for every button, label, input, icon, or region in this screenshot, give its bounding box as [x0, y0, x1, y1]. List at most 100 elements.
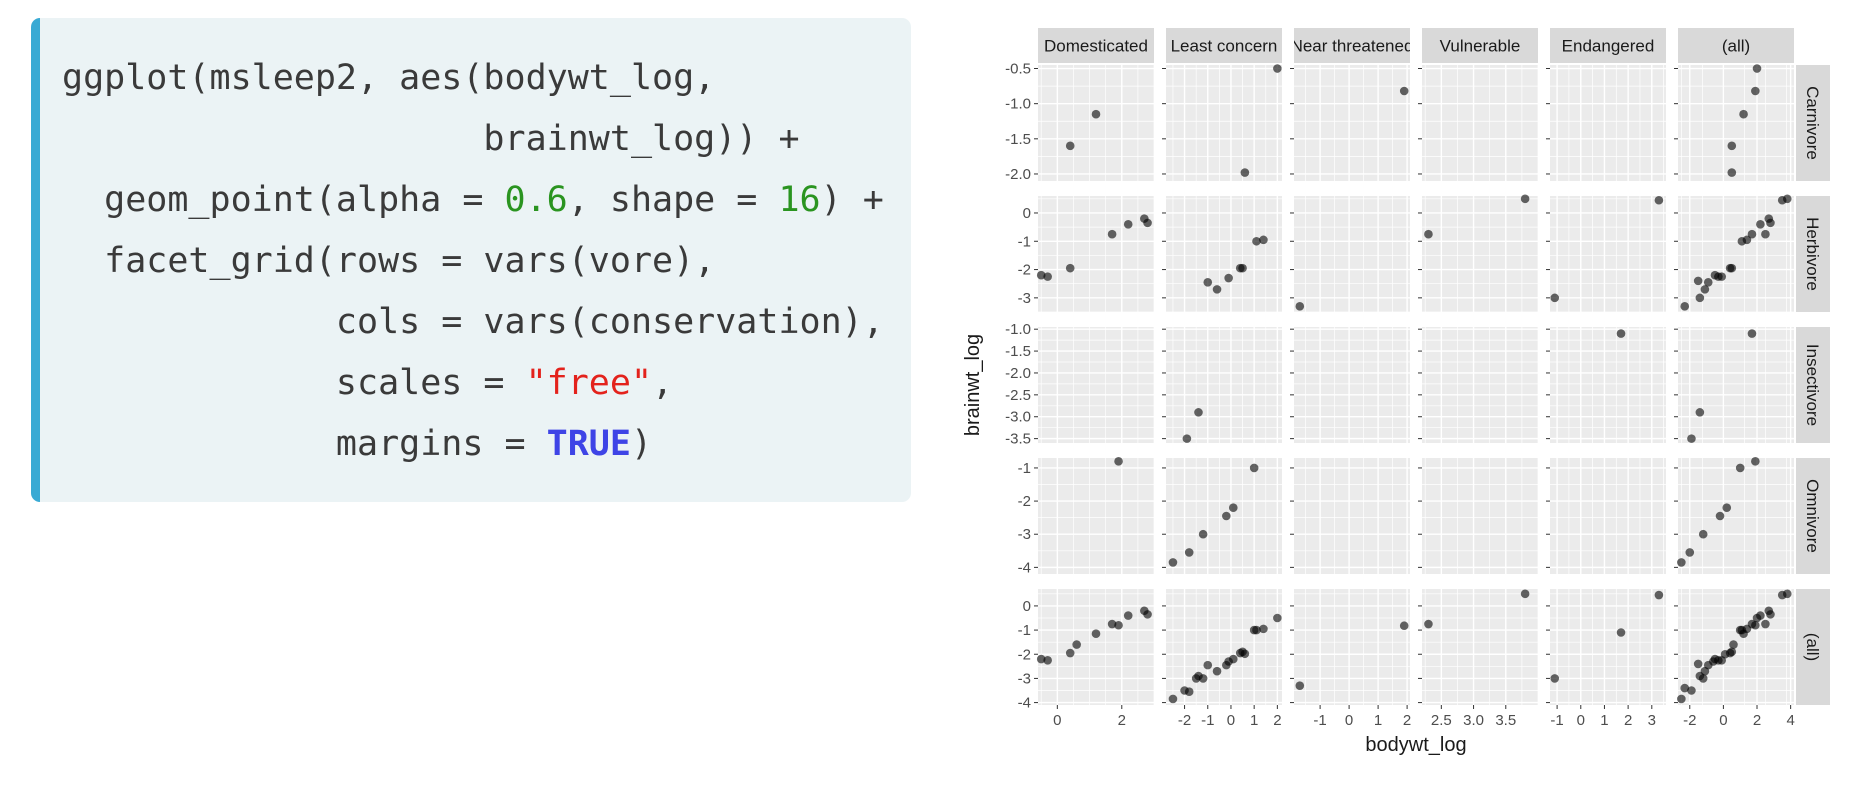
- strip-bg: [1678, 28, 1794, 63]
- data-point: [1729, 640, 1738, 649]
- panel-background: [1422, 65, 1538, 181]
- column-strip: (all): [1678, 28, 1794, 63]
- data-point: [1043, 655, 1052, 665]
- facet-panel: [1546, 458, 1666, 574]
- facet-panel: [1674, 327, 1794, 443]
- column-strip: Endangered: [1550, 28, 1666, 63]
- data-point: [1107, 619, 1117, 629]
- data-point: [1766, 610, 1775, 619]
- row-strip: (all): [1796, 589, 1830, 705]
- row-strip-label: (all): [1803, 633, 1822, 661]
- panel-background: [1422, 327, 1538, 443]
- data-point: [1727, 141, 1737, 151]
- data-point: [1198, 674, 1208, 683]
- code-block: ggplot(msleep2, aes(bodywt_log, brainwt_…: [31, 18, 911, 502]
- facet-panel: 0 -1 -2 -3: [1018, 196, 1155, 313]
- data-point: [1782, 194, 1792, 204]
- data-point: [1198, 529, 1208, 539]
- panel-background: [1294, 589, 1410, 705]
- code-token: ,: [652, 363, 674, 403]
- data-point: [1036, 270, 1046, 280]
- panel-background: [1166, 196, 1282, 312]
- data-point: [1091, 629, 1101, 639]
- data-point: [1727, 647, 1737, 657]
- data-point: [1698, 529, 1708, 539]
- data-point: [1616, 628, 1626, 637]
- data-point: [1782, 589, 1792, 599]
- data-point: [1742, 235, 1752, 245]
- code-token: ggplot(msleep2, aes(bodywt_log,: [62, 58, 716, 98]
- data-point: [1756, 611, 1765, 620]
- data-point: [1616, 329, 1626, 338]
- data-point: [1747, 329, 1757, 338]
- facet-panel: [1418, 327, 1539, 443]
- x-tick-label: 2: [1753, 712, 1761, 729]
- data-point: [1703, 277, 1713, 287]
- data-point: [1228, 503, 1238, 513]
- y-tick-label: -3: [1018, 526, 1031, 543]
- data-point: [1259, 624, 1268, 634]
- column-strip-label: Domesticated: [1044, 37, 1148, 56]
- code-line: scales = "free",: [62, 353, 911, 414]
- data-point: [1252, 625, 1261, 635]
- code-token: 0.6: [504, 180, 568, 220]
- code-token: geom_point(alpha =: [62, 180, 505, 220]
- facet-panel: [1546, 195, 1666, 313]
- panel-background: [1550, 589, 1666, 705]
- strip-bg: [1796, 458, 1830, 574]
- facet-panel: [1290, 327, 1410, 443]
- x-axis-title: bodywt_log: [1365, 734, 1466, 756]
- data-point: [1654, 195, 1664, 205]
- facet-panel: -2 0 2 4: [1674, 589, 1795, 729]
- y-tick-label: 0: [1023, 598, 1031, 615]
- code-line: facet_grid(rows = vars(vore),: [62, 231, 911, 292]
- facet-panel: 0 -1 -2 -3 -4 0 2: [1018, 589, 1155, 729]
- y-tick-label: -1: [1018, 460, 1031, 477]
- y-tick-label: -3: [1018, 290, 1031, 307]
- y-tick-label: -2: [1018, 493, 1031, 510]
- y-tick-label: -3.0: [1005, 409, 1031, 426]
- x-tick-label: 2: [1624, 712, 1632, 729]
- data-point: [1761, 619, 1770, 629]
- x-tick-label: 0: [1227, 712, 1235, 729]
- code-token: scales =: [62, 363, 526, 403]
- data-point: [1677, 694, 1686, 704]
- facet-panel: [1290, 65, 1410, 181]
- strip-bg: [1796, 327, 1830, 443]
- x-tick-label: 1: [1250, 712, 1258, 729]
- y-tick-label: -1.0: [1005, 96, 1031, 113]
- data-point: [1399, 621, 1409, 631]
- row-strip: Carnivore: [1796, 65, 1830, 181]
- row-strip: Omnivore: [1796, 458, 1830, 574]
- code-token: cols = vars(conservation),: [62, 302, 884, 342]
- facet-panel: [1546, 65, 1666, 181]
- data-point: [1228, 654, 1238, 664]
- data-point: [1249, 463, 1259, 473]
- facet-panel: [1162, 64, 1282, 181]
- data-point: [1184, 687, 1194, 697]
- strip-bg: [1796, 65, 1830, 181]
- strip-bg: [1796, 196, 1830, 312]
- panel-background: [1422, 458, 1538, 574]
- data-point: [1143, 610, 1152, 619]
- data-point: [1722, 503, 1732, 513]
- facet-panel: [1674, 64, 1794, 181]
- facet-panel: [1162, 458, 1282, 574]
- facet-panel: -1.0 -1.5 -2.0 -2.5 -3.0 -3.5: [1005, 321, 1155, 448]
- y-tick-label: -1: [1018, 233, 1031, 250]
- y-tick-label: -1.5: [1005, 343, 1031, 360]
- panel-background: [1678, 65, 1794, 181]
- strip-bg: [1166, 28, 1282, 63]
- strip-bg: [1550, 28, 1666, 63]
- data-point: [1424, 619, 1433, 629]
- data-point: [1065, 648, 1075, 658]
- y-tick-label: -2: [1018, 646, 1031, 663]
- y-tick-label: -3: [1018, 670, 1031, 687]
- x-tick-label: -1: [1313, 712, 1326, 729]
- y-tick-label: -1.5: [1005, 131, 1031, 148]
- y-tick-label: -0.5: [1005, 61, 1031, 78]
- code-token: ) +: [820, 180, 884, 220]
- x-tick-label: 2: [1273, 712, 1281, 729]
- panel-background: [1678, 196, 1794, 312]
- data-point: [1727, 168, 1737, 177]
